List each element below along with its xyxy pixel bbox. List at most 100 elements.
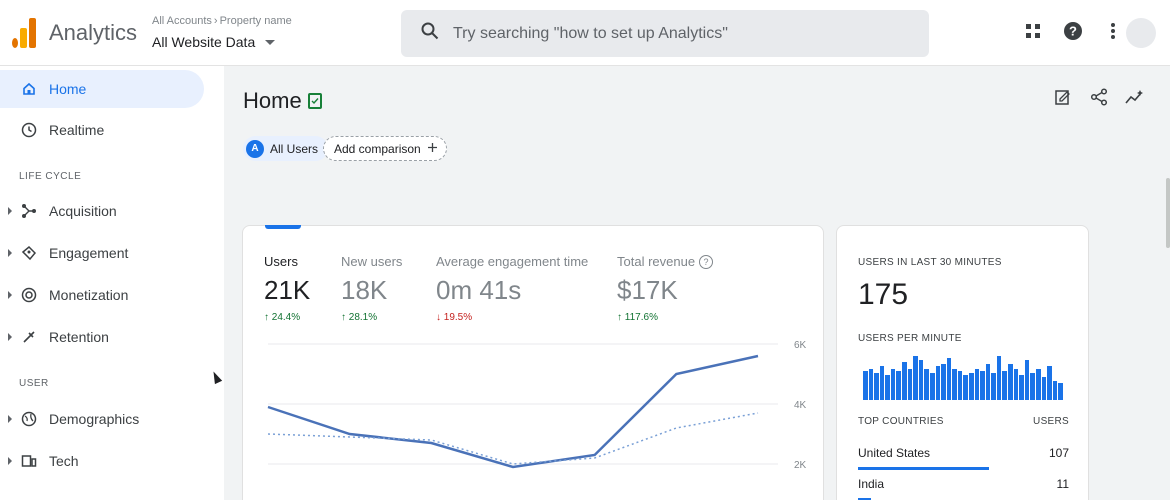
expand-arrow-icon[interactable]: [8, 249, 12, 257]
share-icon[interactable]: [1088, 86, 1110, 108]
sidebar-item-label: Acquisition: [49, 203, 117, 219]
edit-report-icon[interactable]: [1052, 86, 1074, 108]
chevron-right-icon: ›: [213, 15, 218, 27]
sidebar-item-label: Engagement: [49, 245, 129, 261]
per-minute-bar: [863, 370, 868, 400]
metric-tab-revenue[interactable]: Total revenue? $17K ↑ 117.6%: [617, 254, 714, 323]
sidebar-item-monetization[interactable]: Monetization: [0, 276, 204, 314]
country-share-bar: [858, 467, 989, 470]
per-minute-bar: [996, 356, 1002, 400]
retention-icon: [20, 328, 38, 346]
per-minute-bar: [1058, 383, 1063, 400]
help-icon[interactable]: ?: [1062, 20, 1084, 42]
per-minute-bar: [1047, 366, 1052, 400]
sidebar-item-label: Monetization: [49, 287, 129, 303]
per-minute-bar: [902, 362, 907, 400]
countries-header-label: TOP COUNTRIES: [858, 416, 944, 427]
per-minute-bar: [874, 372, 879, 400]
home-icon: [20, 80, 38, 98]
sidebar-item-demographics[interactable]: Demographics: [0, 400, 204, 438]
insights-icon[interactable]: [1124, 86, 1146, 108]
per-minute-bar: [879, 366, 885, 400]
sidebar-item-label: Tech: [49, 453, 79, 469]
y-tick-label: 2K: [794, 460, 807, 471]
metric-tab-engagement-time[interactable]: Average engagement time 0m 41s ↓ 19.5%: [436, 254, 588, 323]
users-per-minute-chart: [863, 356, 1063, 400]
expand-arrow-icon[interactable]: [8, 207, 12, 215]
metric-tab-users[interactable]: Users 21K ↑ 24.4%: [264, 254, 310, 323]
page-title: Home: [243, 88, 322, 114]
account-breadcrumb: All Accounts › Property name: [152, 15, 292, 27]
country-row: India 11: [858, 477, 1069, 500]
metric-delta-value: 28.1%: [348, 312, 378, 323]
analytics-logo[interactable]: [12, 18, 36, 48]
metric-tab-new-users[interactable]: New users 18K ↑ 28.1%: [341, 254, 402, 323]
metric-delta-value: 24.4%: [271, 312, 301, 323]
arrow-up-icon: ↑: [264, 312, 269, 323]
per-minute-bar: [1024, 360, 1030, 400]
per-minute-bar: [985, 364, 991, 400]
per-minute-bar: [896, 370, 902, 400]
expand-arrow-icon[interactable]: [8, 457, 12, 465]
per-minute-bar: [1013, 368, 1019, 400]
sidebar-item-home[interactable]: Home: [0, 70, 204, 108]
arrow-down-icon: ↓: [436, 312, 441, 323]
country-users: 11: [1056, 477, 1069, 491]
search-input[interactable]: [453, 24, 893, 43]
sidebar-item-acquisition[interactable]: Acquisition: [0, 192, 204, 230]
per-minute-bar: [1035, 368, 1041, 400]
audience-chip[interactable]: A All Users: [243, 136, 329, 161]
sidebar-item-retention[interactable]: Retention: [0, 318, 204, 356]
monetization-icon: [20, 286, 38, 304]
y-tick-label: 6K: [794, 340, 807, 351]
avatar[interactable]: [1126, 18, 1156, 48]
audience-avatar: A: [246, 139, 264, 158]
engagement-icon: [20, 244, 38, 262]
sidebar-item-label: Home: [49, 81, 87, 97]
users-header-label: USERS: [1033, 416, 1069, 427]
expand-arrow-icon[interactable]: [8, 291, 12, 299]
globe-icon: [20, 410, 38, 428]
metric-label: Total revenue?: [617, 254, 714, 269]
top-bar: Analytics All Accounts › Property name All…: [0, 0, 1170, 66]
tech-icon: [20, 452, 38, 470]
plus-icon: [427, 142, 438, 156]
sidebar-item-tech[interactable]: Tech: [0, 442, 204, 480]
metric-label: New users: [341, 254, 403, 269]
expand-arrow-icon[interactable]: [8, 415, 12, 423]
per-minute-bar: [974, 368, 980, 400]
arrow-up-icon: ↑: [617, 312, 622, 323]
clock-icon: [20, 121, 38, 139]
per-minute-bar: [1041, 376, 1047, 400]
per-minute-caption: USERS PER MINUTE: [858, 333, 962, 344]
svg-text:?: ?: [1069, 24, 1077, 39]
property-selector[interactable]: All Website Data: [152, 34, 276, 50]
metric-value: 0m 41s: [436, 275, 522, 305]
verified-check-icon[interactable]: [307, 93, 322, 109]
per-minute-bar: [907, 368, 913, 400]
per-minute-bar: [980, 370, 985, 400]
active-metric-indicator: [265, 225, 301, 229]
y-tick-label: 4K: [794, 400, 807, 411]
app-title: Analytics: [49, 20, 138, 45]
page-title-text: Home: [243, 88, 302, 113]
realtime-card[interactable]: USERS IN LAST 30 MINUTES 175 USERS PER M…: [836, 225, 1089, 500]
per-minute-bar: [913, 356, 918, 400]
realtime-users-value: 175: [858, 278, 909, 311]
apps-icon[interactable]: [1022, 20, 1044, 42]
scrollbar-thumb[interactable]: [1166, 178, 1170, 248]
add-comparison-button[interactable]: Add comparison: [323, 136, 447, 161]
more-vert-icon[interactable]: [1102, 20, 1124, 42]
search-bar[interactable]: [401, 10, 929, 57]
per-minute-bar: [1008, 364, 1013, 400]
country-share-bar: [858, 498, 871, 500]
expand-arrow-icon[interactable]: [8, 333, 12, 341]
per-minute-bar: [929, 372, 935, 400]
help-circle-icon[interactable]: ?: [699, 254, 714, 269]
sidebar-item-realtime[interactable]: Realtime: [0, 111, 204, 149]
country-name: United States: [858, 446, 931, 460]
metric-delta-value: 117.6%: [624, 312, 658, 323]
sidebar-item-engagement[interactable]: Engagement: [0, 234, 204, 272]
per-minute-bar: [935, 366, 941, 400]
metric-delta: ↑ 24.4%: [264, 312, 310, 323]
